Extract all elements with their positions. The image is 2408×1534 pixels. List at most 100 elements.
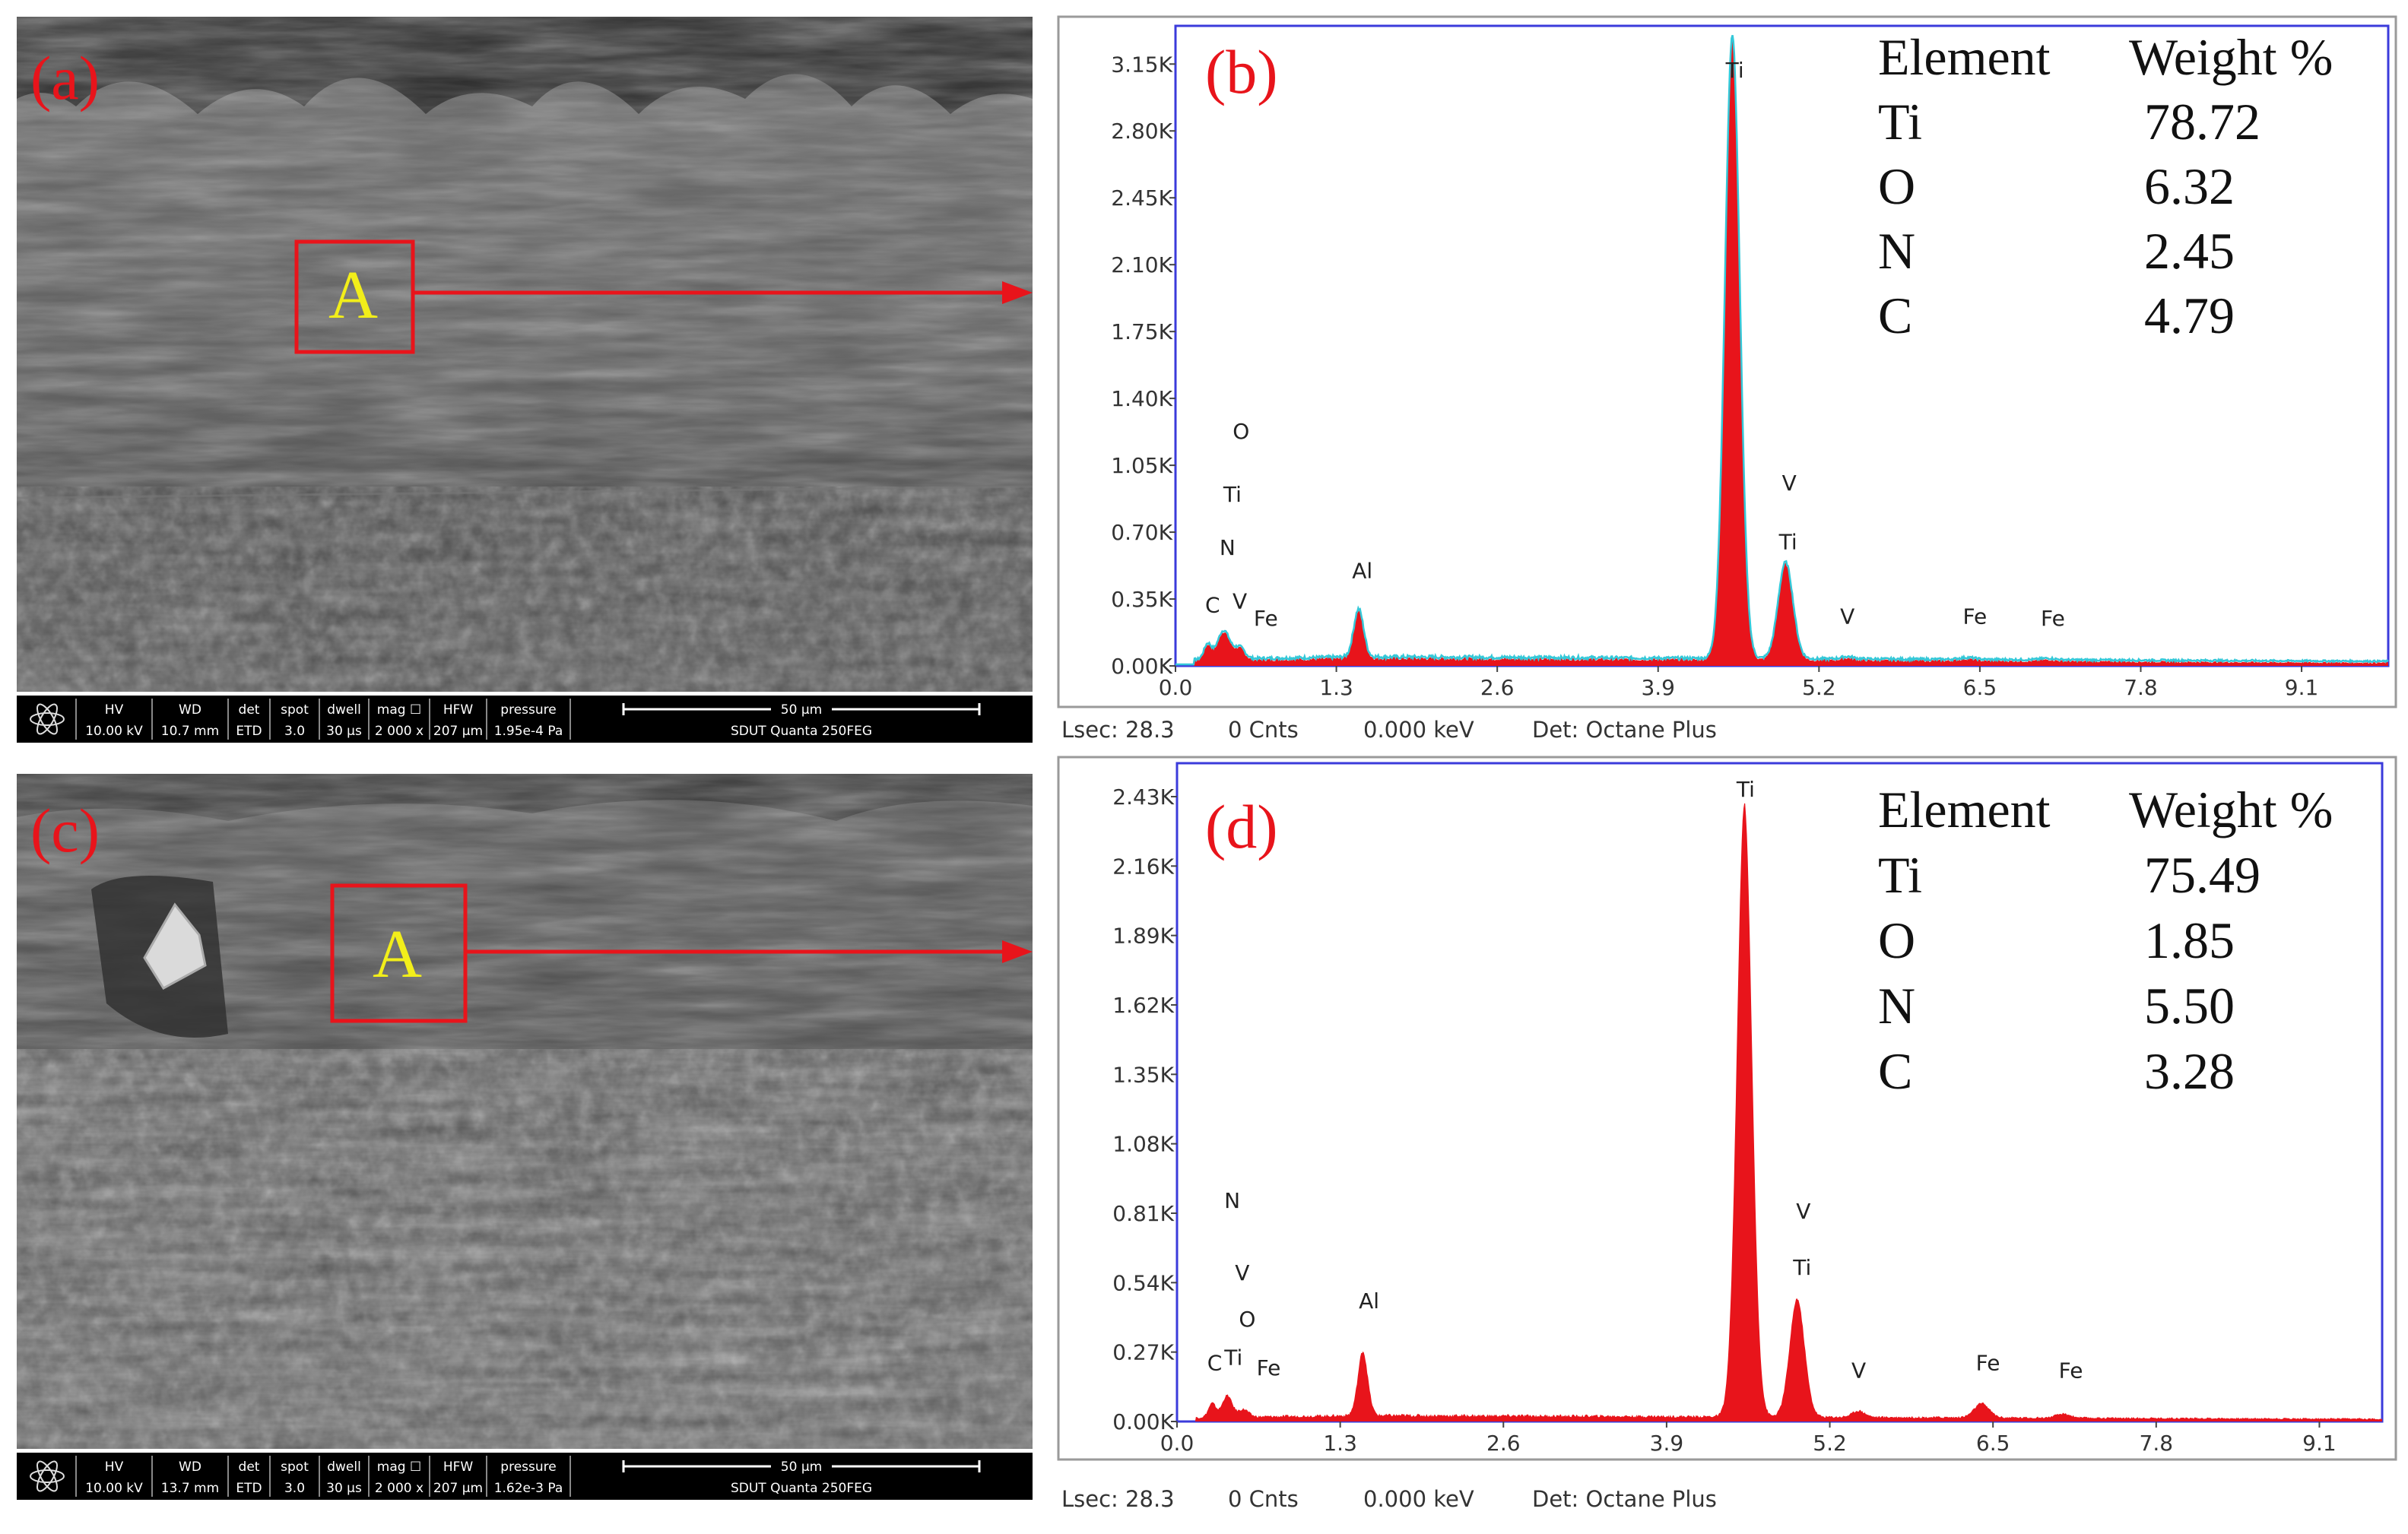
- x-tick-label: 2.6: [1486, 1431, 1521, 1456]
- databar-field-label: spot: [281, 1460, 309, 1475]
- databar-field-label: dwell: [327, 1460, 361, 1475]
- scale-bar-label: 50 µm: [781, 1460, 822, 1475]
- scale-bar: 50 µm: [622, 700, 981, 718]
- databar-field-value: ETD: [236, 1481, 262, 1496]
- y-tick-label: 0.54K: [1112, 1270, 1174, 1295]
- y-tick-label: 0.70K: [1111, 520, 1172, 545]
- x-tick-label: 0.0: [1160, 1431, 1194, 1456]
- table-header: Weight %: [2129, 781, 2333, 838]
- y-tick-label: 0.81K: [1112, 1201, 1174, 1226]
- databar-background: [17, 696, 1033, 743]
- status-bar-d: Lsec: 28.3 0 Cnts 0.000 keV Det: Octane Plu…: [1061, 1486, 1717, 1512]
- databar-field-value: ETD: [236, 724, 262, 739]
- y-tick-label: 0.00K: [1112, 1409, 1174, 1434]
- sem-databar-a: HV 10.00 kV WD 10.7 mm det ETD spot 3.0 dwell 30 …: [17, 696, 1033, 743]
- peak-label: C: [1205, 593, 1220, 618]
- peak-label: V: [1851, 1358, 1866, 1383]
- peak-label: V: [1235, 1260, 1249, 1285]
- region-label-c: A: [373, 917, 422, 992]
- sem-image-c: [17, 774, 1033, 1449]
- table-cell-weight: 5.50: [2144, 977, 2235, 1035]
- peak-label: N: [1220, 535, 1236, 560]
- databar-field-value: 1.95e-4 Pa: [494, 724, 563, 739]
- y-tick-label: 0.27K: [1112, 1340, 1174, 1365]
- fei-logo-icon: [30, 703, 65, 735]
- y-tick-label: 1.62K: [1112, 993, 1174, 1018]
- y-tick-label: 2.16K: [1112, 854, 1174, 879]
- databar-field-value: 10.7 mm: [161, 724, 219, 739]
- databar-field-label: mag ☐: [377, 702, 421, 718]
- databar-field-value: 10.00 kV: [85, 1481, 143, 1496]
- peak-label: Fe: [2041, 606, 2065, 631]
- arrow-head-a: [1002, 281, 1033, 304]
- databar-field-label: HV: [105, 702, 124, 718]
- composition-table-d: Element Weight % Ti 75.49 O 1.85 N 5.50 C 3.28: [1878, 781, 2333, 1100]
- databar-field-value: 207 µm: [433, 1481, 483, 1496]
- peak-label: Al: [1352, 558, 1372, 583]
- table-cell-element: C: [1878, 287, 1912, 344]
- chart-frame-d: [1057, 756, 2397, 1461]
- databar-field-value: 30 µs: [326, 724, 362, 739]
- databar-field-value: 3.0: [284, 1481, 305, 1496]
- databar-field-value: 30 µs: [326, 1481, 362, 1496]
- x-tick-label: 7.8: [2140, 1431, 2174, 1456]
- peak-label: V: [1782, 471, 1797, 496]
- peak-label: Ti: [1223, 482, 1242, 507]
- x-tick-label: 1.3: [1323, 1431, 1357, 1456]
- status-text: 0.000 keV: [1363, 1486, 1474, 1512]
- y-tick-label: 0.35K: [1111, 587, 1172, 612]
- instrument-name: SDUT Quanta 250FEG: [731, 724, 872, 739]
- panel-label-a: (a): [30, 43, 100, 113]
- databar-field-label: det: [239, 1460, 260, 1475]
- status-text: 0 Cnts: [1228, 1486, 1299, 1512]
- table-cell-weight: 78.72: [2144, 93, 2260, 151]
- status-text: 0 Cnts: [1228, 717, 1299, 743]
- x-tick-label: 9.1: [2285, 675, 2319, 700]
- databar-field-label: dwell: [327, 702, 361, 718]
- y-tick-label: 0.00K: [1111, 654, 1172, 679]
- peak-label: Ti: [1725, 58, 1744, 83]
- y-tick-label: 2.43K: [1112, 784, 1174, 810]
- table-cell-weight: 3.28: [2144, 1042, 2235, 1100]
- peak-label: V: [1233, 589, 1247, 614]
- peak-label: V: [1840, 604, 1854, 629]
- y-tick-label: 2.80K: [1111, 119, 1172, 144]
- databar-field-label: WD: [179, 1460, 201, 1475]
- x-tick-label: 2.6: [1480, 675, 1515, 700]
- y-tick-label: 2.10K: [1111, 252, 1172, 277]
- peak-label: Fe: [1254, 606, 1278, 631]
- table-cell-weight: 75.49: [2144, 846, 2260, 904]
- status-text: Lsec: 28.3: [1061, 717, 1175, 743]
- status-text: Det: Octane Plus: [1532, 717, 1717, 743]
- databar-field-value: 10.00 kV: [85, 724, 143, 739]
- scale-bar-label: 50 µm: [781, 702, 822, 718]
- arrow-head-c: [1002, 940, 1033, 963]
- peak-label: Ti: [1792, 1255, 1811, 1280]
- peak-label: Fe: [1976, 1350, 2000, 1375]
- databar-field-label: pressure: [500, 1460, 556, 1475]
- table-header: Element: [1878, 781, 2051, 838]
- status-text: Det: Octane Plus: [1532, 1486, 1717, 1512]
- region-box-a: [294, 239, 415, 354]
- y-tick-label: 1.08K: [1112, 1132, 1174, 1157]
- table-cell-weight: 6.32: [2144, 157, 2235, 215]
- peak-label: C: [1207, 1350, 1223, 1375]
- y-tick-label: 1.35K: [1112, 1062, 1174, 1087]
- table-cell-element: O: [1878, 911, 1915, 969]
- table-cell-weight: 2.45: [2144, 222, 2235, 280]
- y-tick-label: 1.05K: [1111, 453, 1172, 478]
- instrument-name: SDUT Quanta 250FEG: [731, 1481, 872, 1496]
- scale-bar: 50 µm: [622, 1457, 981, 1475]
- peak-label: Fe: [2059, 1358, 2083, 1383]
- table-cell-weight: 4.79: [2144, 287, 2235, 344]
- databar-field-label: pressure: [500, 702, 556, 718]
- x-tick-label: 6.5: [1963, 675, 1997, 700]
- x-tick-label: 5.2: [1802, 675, 1836, 700]
- databar-field-value: 1.62e-3 Pa: [494, 1481, 563, 1496]
- eds-chart-b: 0.00K 0.35K 0.70K 1.05K 1.40K 1.75K 2.10K 2.45K…: [1111, 24, 2390, 700]
- databar-field-label: mag ☐: [377, 1460, 421, 1475]
- databar-field-value: 2 000 x: [375, 1481, 424, 1496]
- databar-field-label: det: [239, 702, 260, 718]
- region-label-a: A: [328, 258, 378, 333]
